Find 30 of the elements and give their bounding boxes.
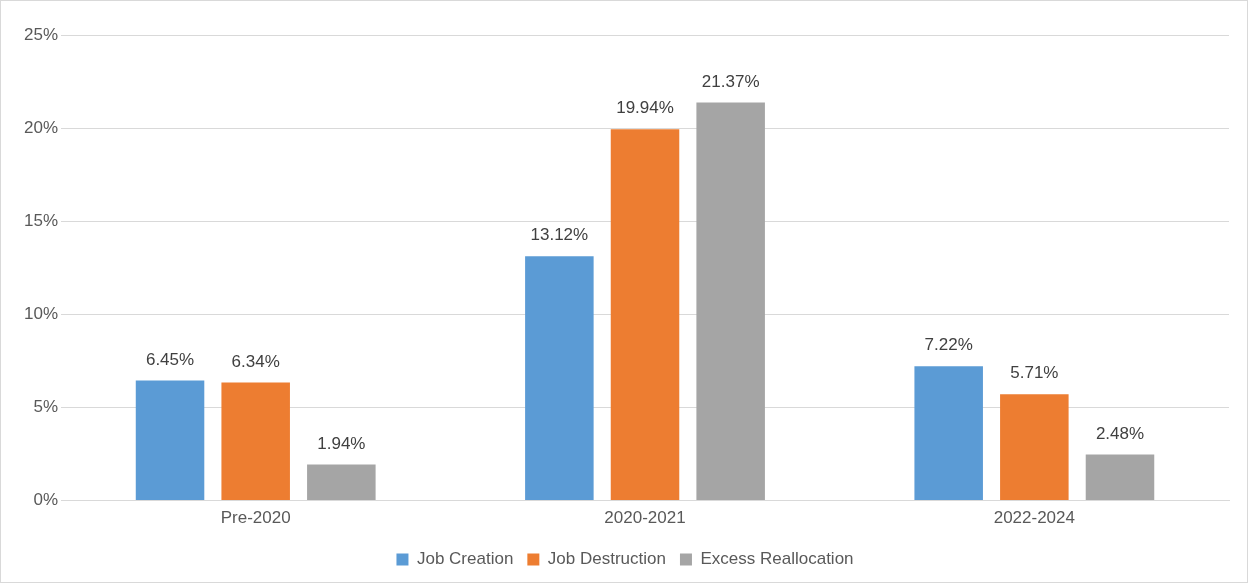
legend-label: Job Destruction [547, 549, 666, 569]
data-label: 6.45% [145, 349, 195, 369]
bar [135, 380, 205, 501]
data-label: 6.34% [231, 351, 280, 371]
data-label: 1.94% [317, 433, 366, 453]
bar [696, 102, 765, 501]
data-label: 2.48% [1095, 423, 1145, 443]
legend-label: Excess Reallocation [700, 549, 854, 569]
y-tick-label: 20% [23, 117, 59, 137]
data-label: 5.71% [1010, 363, 1059, 383]
bar [221, 382, 290, 501]
y-tick-label: 10% [23, 304, 59, 324]
data-label: 13.12% [530, 225, 589, 245]
data-label: 21.37% [701, 71, 760, 91]
bar [1085, 454, 1155, 501]
bar [307, 464, 376, 501]
bar [610, 129, 680, 501]
data-label: 7.22% [924, 335, 973, 355]
y-tick-label: 5% [33, 397, 59, 417]
data-label: 19.94% [616, 98, 674, 118]
y-tick-label: 0% [33, 490, 59, 510]
bar [914, 366, 983, 501]
bar [1000, 394, 1069, 501]
x-tick-label: 2022-2024 [993, 508, 1075, 528]
x-tick-label: 2020-2021 [604, 508, 686, 528]
y-tick-label: 25% [23, 24, 59, 44]
bar [525, 256, 594, 501]
y-tick-label: 15% [23, 210, 59, 230]
legend-label: Job Creation [416, 549, 514, 569]
x-tick-label: Pre-2020 [220, 508, 291, 528]
